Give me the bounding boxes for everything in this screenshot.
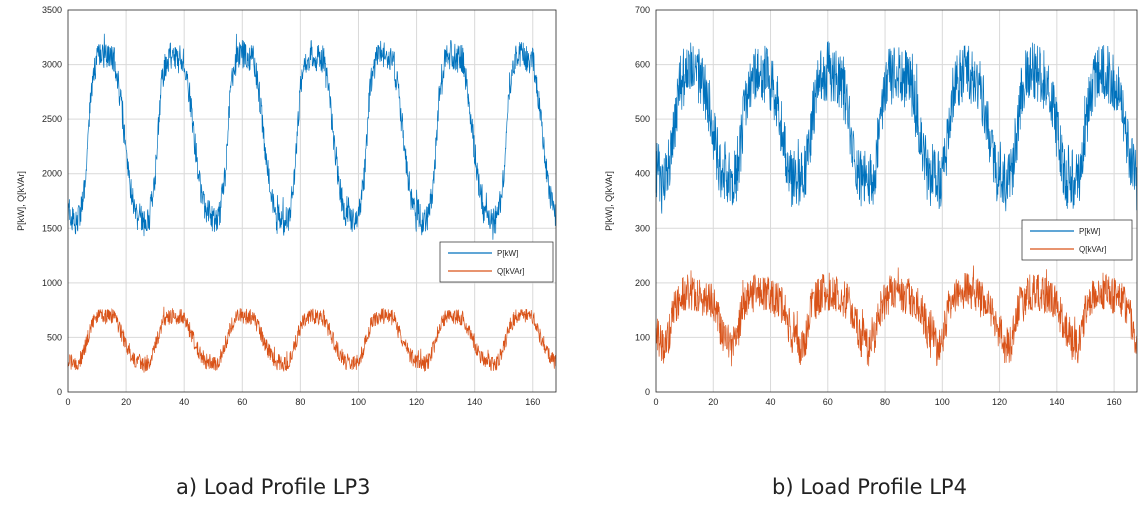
y-tick-label: 200 bbox=[635, 278, 650, 288]
y-tick-label: 3000 bbox=[42, 60, 62, 70]
x-tick-label: 40 bbox=[766, 397, 776, 407]
plot-area-frame bbox=[655, 9, 1138, 393]
y-tick-label: 100 bbox=[635, 332, 650, 342]
x-tick-label: 80 bbox=[295, 397, 305, 407]
y-tick-label: 0 bbox=[645, 387, 650, 397]
series-line-q bbox=[67, 306, 557, 373]
x-tick-label: 20 bbox=[121, 397, 131, 407]
y-tick-label: 1500 bbox=[42, 223, 62, 233]
x-axis-label: time [h] bbox=[297, 419, 327, 420]
x-tick-label: 160 bbox=[525, 397, 540, 407]
legend-box bbox=[1021, 219, 1133, 261]
caption-lp3: a) Load Profile LP3 bbox=[176, 475, 371, 499]
y-tick-label: 600 bbox=[635, 60, 650, 70]
x-tick-label: 120 bbox=[409, 397, 424, 407]
y-tick-label: 0 bbox=[57, 387, 62, 397]
x-tick-label: 120 bbox=[992, 397, 1007, 407]
chart-panel-lp3: 0 20 40 60 80 100 120 140 160 0 500 1000 1500 2000 250… bbox=[0, 0, 570, 429]
y-axis-label: P[kW], Q[kVAr] bbox=[604, 171, 614, 231]
series-line-p bbox=[655, 41, 1138, 214]
y-tick-label: 500 bbox=[635, 114, 650, 124]
y-tick-label: 700 bbox=[635, 5, 650, 15]
x-tick-label: 60 bbox=[237, 397, 247, 407]
x-tick-label: 140 bbox=[1049, 397, 1064, 407]
y-tick-label: 2500 bbox=[42, 114, 62, 124]
x-axis-label: time [h] bbox=[882, 419, 912, 420]
y-tick-label: 500 bbox=[47, 332, 62, 342]
x-tick-label: 100 bbox=[935, 397, 950, 407]
x-tick-label: 20 bbox=[708, 397, 718, 407]
x-tick-label: 100 bbox=[351, 397, 366, 407]
series-line-p bbox=[67, 33, 557, 240]
legend-label: Q[kVAr] bbox=[1079, 245, 1106, 254]
y-tick-label: 300 bbox=[635, 223, 650, 233]
legend-label: Q[kVAr] bbox=[497, 267, 524, 276]
legend-label: P[kW] bbox=[1079, 227, 1100, 236]
legend-label: P[kW] bbox=[497, 249, 518, 258]
chart-lp4: 0 20 40 60 80 100 120 140 160 0 100 200 300 400 500 600… bbox=[604, 5, 1138, 429]
x-tick-label: 160 bbox=[1107, 397, 1122, 407]
y-tick-label: 2000 bbox=[42, 169, 62, 179]
x-tick-label: 80 bbox=[880, 397, 890, 407]
y-axis-label: P[kW], Q[kVAr] bbox=[16, 171, 26, 231]
x-tick-label: 0 bbox=[653, 397, 658, 407]
series-line-q bbox=[655, 265, 1138, 367]
chart-lp3: 0 20 40 60 80 100 120 140 160 0 500 1000 1500 2000 250… bbox=[16, 5, 557, 429]
chart-panel-lp4: 0 20 40 60 80 100 120 140 160 0 100 200 300 400 500 600… bbox=[585, 0, 1139, 429]
y-tick-label: 3500 bbox=[42, 5, 62, 15]
x-tick-label: 40 bbox=[179, 397, 189, 407]
y-tick-label: 400 bbox=[635, 169, 650, 179]
y-tick-label: 1000 bbox=[42, 278, 62, 288]
x-tick-label: 0 bbox=[65, 397, 70, 407]
x-tick-label: 60 bbox=[823, 397, 833, 407]
legend-box bbox=[439, 241, 554, 283]
x-tick-label: 140 bbox=[467, 397, 482, 407]
plot-area-frame bbox=[67, 9, 557, 393]
caption-lp4: b) Load Profile LP4 bbox=[772, 475, 967, 499]
